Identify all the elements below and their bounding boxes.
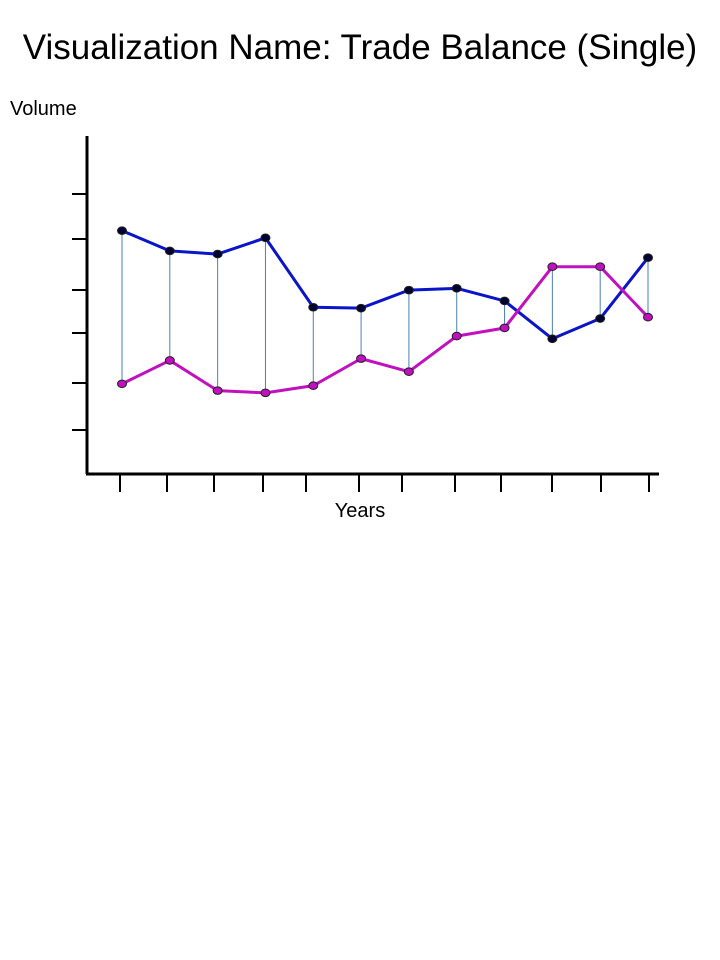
data-point-2	[403, 367, 414, 376]
data-point-2	[308, 381, 319, 390]
data-point-1	[547, 334, 558, 344]
data-point-2	[117, 379, 127, 389]
data-point-2	[547, 262, 558, 271]
series-markers	[117, 226, 653, 398]
data-point-1	[595, 314, 606, 323]
data-point-2	[356, 354, 367, 363]
data-point-2	[451, 331, 462, 341]
chart-title: Visualization Name: Trade Balance (Singl…	[22, 28, 698, 67]
data-point-1	[403, 285, 414, 295]
series-line-2	[121, 265, 650, 395]
data-point-1	[117, 226, 127, 235]
connector-lines	[121, 230, 649, 393]
data-point-1	[212, 249, 223, 259]
data-point-2	[260, 388, 271, 398]
data-point-1	[164, 246, 175, 256]
data-point-1	[308, 302, 319, 312]
data-point-2	[499, 323, 510, 333]
x-axis-label: Years	[334, 500, 386, 522]
data-point-1	[451, 284, 462, 293]
y-axis-label: Volume	[10, 98, 77, 120]
data-point-2	[643, 312, 653, 322]
data-point-1	[260, 233, 271, 243]
data-point-1	[499, 296, 510, 306]
axes	[72, 136, 659, 492]
series-lines	[121, 229, 650, 395]
series-line-1	[121, 229, 650, 341]
data-point-2	[164, 356, 175, 365]
data-point-1	[356, 303, 367, 313]
data-point-1	[643, 253, 653, 262]
data-point-2	[212, 386, 223, 395]
data-point-2	[595, 262, 606, 271]
